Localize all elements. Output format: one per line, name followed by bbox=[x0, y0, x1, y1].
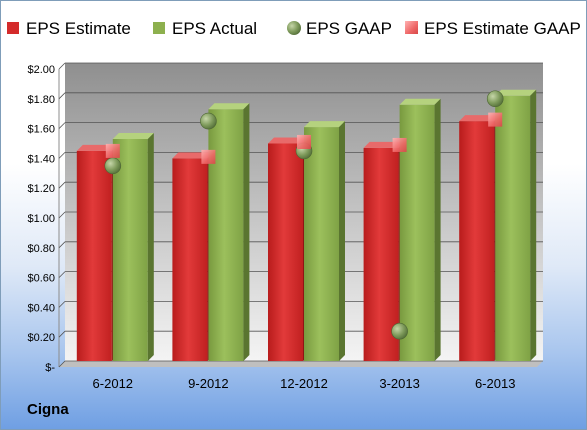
y-tick-label: $1.40 bbox=[27, 153, 55, 165]
gridline-depth bbox=[58, 301, 66, 308]
gridline-depth bbox=[58, 92, 66, 100]
legend-eps-estimate-gaap-label: EPS Estimate GAAP bbox=[424, 19, 581, 38]
y-tick-label: $1.00 bbox=[27, 213, 55, 225]
eps-estimate-gaap-marker bbox=[201, 149, 216, 164]
legend-eps-estimate-label: EPS Estimate bbox=[26, 19, 131, 38]
legend-eps-actual-label: EPS Actual bbox=[172, 19, 257, 38]
y-tick-label: $1.20 bbox=[27, 183, 55, 195]
eps-actual-bar-side bbox=[434, 98, 441, 361]
eps-gaap-marker bbox=[200, 112, 217, 130]
y-tick-label: $1.80 bbox=[27, 94, 55, 106]
gridline-depth bbox=[58, 152, 66, 159]
eps-actual-bar bbox=[112, 138, 148, 361]
y-tick-label: $- bbox=[45, 362, 55, 374]
gridline-depth bbox=[58, 330, 66, 338]
company-name: Cigna bbox=[27, 401, 69, 418]
x-tick-label: 9-2012 bbox=[188, 376, 228, 391]
y-tick-label: $0.40 bbox=[27, 302, 55, 314]
x-tick-label: 12-2012 bbox=[280, 376, 328, 391]
x-tick-label: 3-2013 bbox=[379, 376, 419, 391]
legend: EPS Estimate EPS Actual EPS GAAP EPS Estima… bbox=[7, 19, 581, 38]
eps-estimate-bar bbox=[363, 147, 399, 361]
eps-gaap-marker bbox=[104, 157, 122, 175]
eps-actual-bar-top bbox=[208, 103, 250, 110]
eps-actual-bar-side bbox=[243, 103, 250, 361]
eps-estimate-gaap-marker bbox=[392, 137, 407, 152]
eps-actual-bar bbox=[208, 109, 244, 361]
gridline-depth bbox=[58, 241, 66, 249]
eps-actual-bar bbox=[495, 95, 531, 361]
eps-actual-bar bbox=[304, 127, 339, 361]
eps-estimate-gaap-marker bbox=[488, 112, 503, 127]
x-tick-label: 6-2013 bbox=[475, 376, 515, 391]
y-tick-label: $1.60 bbox=[27, 124, 55, 136]
eps-estimate-gaap-marker bbox=[105, 143, 120, 158]
plot-area: $- $0.20 $0.40 $0.60 $0.80 $1.00 $1.20 $1.40 $1.… bbox=[27, 62, 543, 391]
legend-eps-gaap-label: EPS GAAP bbox=[306, 19, 392, 38]
eps-actual-bar-top bbox=[112, 132, 154, 139]
eps-estimate-bar bbox=[76, 150, 112, 361]
eps-actual-bar-top bbox=[495, 89, 537, 96]
eps-actual-bar-side bbox=[339, 121, 345, 361]
plot-floor bbox=[59, 361, 543, 367]
legend-eps-gaap-swatch bbox=[287, 21, 301, 35]
gridline-depth bbox=[58, 122, 66, 129]
eps-estimate-bar bbox=[459, 121, 495, 361]
y-tick-label: $0.80 bbox=[27, 243, 55, 255]
y-tick-label: $0.60 bbox=[27, 273, 55, 285]
eps-estimate-bar bbox=[172, 158, 208, 361]
gridline-depth bbox=[58, 181, 66, 189]
legend-eps-estimate-swatch bbox=[7, 22, 19, 34]
gridline-depth bbox=[58, 271, 66, 278]
eps-actual-bar-top bbox=[304, 121, 345, 128]
eps-actual-bar-top bbox=[399, 98, 441, 105]
eps-estimate-gaap-marker bbox=[297, 134, 311, 149]
eps-gaap-marker bbox=[391, 322, 408, 340]
legend-eps-actual-swatch bbox=[153, 22, 165, 34]
eps-actual-bar-side bbox=[530, 89, 537, 361]
gridline-depth bbox=[58, 62, 66, 70]
y-tick-label: $0.20 bbox=[27, 332, 55, 344]
eps-gaap-marker bbox=[486, 90, 504, 108]
legend-eps-estimate-gaap-swatch bbox=[405, 21, 418, 34]
y-tick-label: $2.00 bbox=[27, 64, 55, 76]
gridline-depth bbox=[58, 360, 66, 368]
eps-estimate-bar bbox=[268, 143, 303, 361]
gridline-depth bbox=[58, 211, 66, 219]
x-tick-label: 6-2012 bbox=[93, 376, 133, 391]
eps-actual-bar-side bbox=[147, 132, 154, 361]
